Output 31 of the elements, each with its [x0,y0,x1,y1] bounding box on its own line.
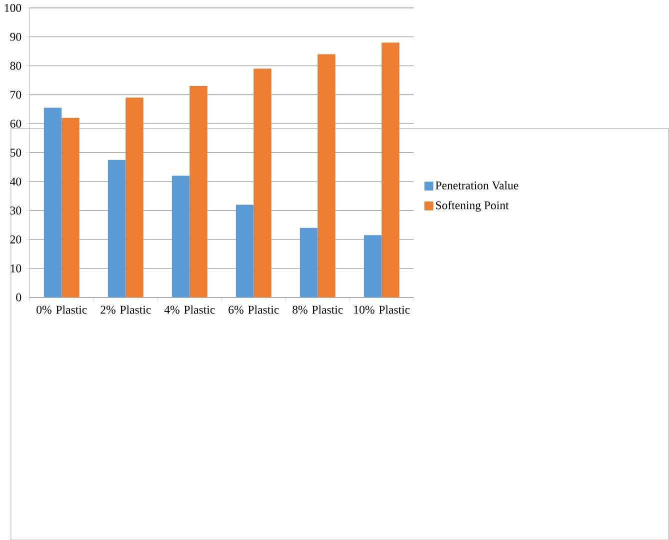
y-tick-label: 0 [16,293,22,302]
y-tick-label: 20 [10,235,22,244]
x-tick-label: 6% Plastic [228,305,279,314]
bar [62,118,80,298]
x-tick-label: 4% Plastic [164,305,215,314]
x-tick-label: 10% Plastic [354,305,410,314]
legend-label: Softening Point [436,200,509,212]
x-tick-label: 0% Plastic [36,305,87,314]
bar [108,160,126,298]
y-tick-label: 30 [10,206,22,214]
y-tick-label: 70 [10,90,22,98]
bar [318,54,336,298]
bar [126,97,144,298]
x-tick-label: 8% Plastic [292,305,343,314]
y-tick-label: 50 [10,148,22,156]
y-tick-label: 40 [10,177,22,186]
legend-label: Penetration Value [436,180,518,190]
bar [300,228,318,298]
y-tick-label: 80 [10,62,22,70]
x-tick-label: 2% Plastic [100,305,151,314]
y-tick-label: 90 [10,32,22,41]
bar [364,234,382,298]
bar [382,42,400,298]
bar [172,176,190,298]
y-tick-label: 10 [10,264,22,272]
bar [236,204,254,298]
y-tick-label: 60 [10,120,22,128]
bar [190,86,208,298]
bar [44,108,62,298]
y-tick-label: 100 [4,4,22,12]
bar [254,68,272,298]
